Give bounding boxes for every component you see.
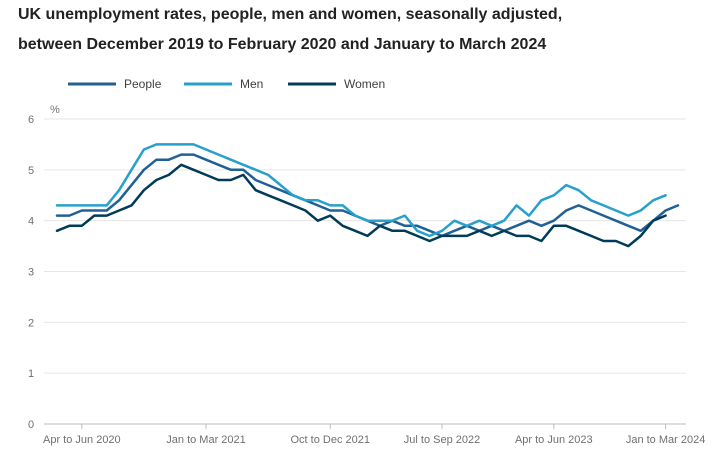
y-axis-unit-label: % xyxy=(50,104,60,116)
x-tick-label: Apr to Jun 2020 xyxy=(43,434,121,446)
series-lines xyxy=(55,143,680,248)
series-line-women xyxy=(55,163,667,248)
x-tick-label: Jan to Mar 2021 xyxy=(166,434,246,446)
x-tick-label: Apr to Jun 2023 xyxy=(515,434,593,446)
gridlines xyxy=(44,118,686,425)
x-axis: Apr to Jun 2020 Jan to Mar 2021 Oct to Dec… xyxy=(43,424,705,446)
y-tick-label: 0 xyxy=(28,419,34,431)
legend: People Men Women xyxy=(68,77,385,91)
chart-title-line-2: between December 2019 to February 2020 a… xyxy=(18,36,547,53)
y-tick-label: 3 xyxy=(28,267,34,279)
x-tick-label: Oct to Dec 2021 xyxy=(290,434,370,446)
y-tick-label: 2 xyxy=(28,317,34,329)
legend-label-women: Women xyxy=(344,77,385,91)
legend-label-people: People xyxy=(124,77,162,91)
y-tick-label: 4 xyxy=(28,216,34,228)
x-tick-label: Jan to Mar 2024 xyxy=(626,434,706,446)
series-line-men xyxy=(55,143,667,238)
chart-title-line-1: UK unemployment rates, people, men and w… xyxy=(18,6,563,23)
y-tick-label: 6 xyxy=(28,114,34,126)
y-axis: % 0 1 2 3 4 5 6 xyxy=(28,104,60,431)
x-tick-label: Jul to Sep 2022 xyxy=(404,434,480,446)
y-tick-label: 1 xyxy=(28,368,34,380)
y-tick-label: 5 xyxy=(28,165,34,177)
legend-label-men: Men xyxy=(240,77,263,91)
